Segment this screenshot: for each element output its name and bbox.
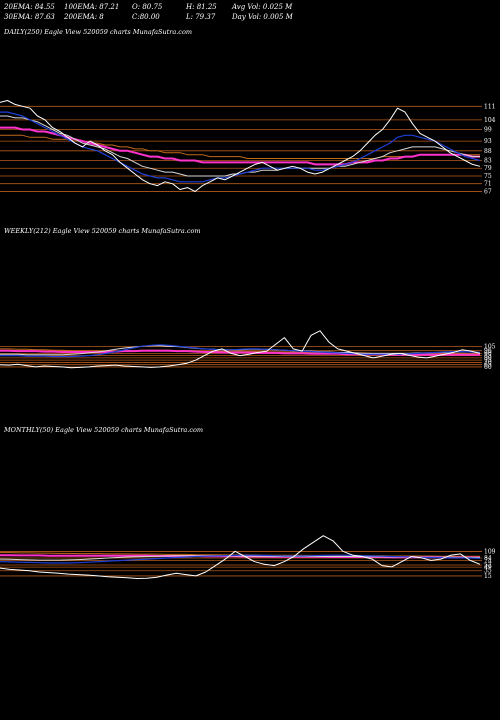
- daily-level-label: 93: [484, 138, 492, 145]
- monthly-level-label: 15: [484, 573, 492, 580]
- header-day-vol: Day Vol: 0.005 M: [232, 13, 293, 21]
- monthly-ema-short-line: [0, 554, 481, 564]
- weekly-level-label: 90: [484, 350, 492, 357]
- daily-level-label: 75: [484, 173, 492, 180]
- weekly-level-label: 60: [484, 364, 492, 371]
- weekly-level-label: 105: [484, 344, 496, 351]
- daily-ema-short-line: [0, 111, 481, 183]
- daily-level-label: 99: [484, 127, 492, 134]
- weekly-price-line: [0, 330, 481, 369]
- header-high: H: 81.25: [186, 3, 217, 11]
- header-close: C:80.00: [132, 13, 160, 21]
- monthly-level-label: 109: [484, 549, 496, 556]
- daily-level-label: 79: [484, 165, 492, 172]
- monthly-level-label: 84: [484, 555, 492, 562]
- monthly-level-label: 35: [484, 568, 492, 575]
- header-open: O: 80.75: [132, 3, 163, 11]
- weekly-level-label: 65: [484, 362, 492, 369]
- weekly-level-label: 96: [484, 348, 492, 355]
- monthly-price-line: [0, 535, 481, 579]
- daily-level-label: 111: [484, 103, 495, 110]
- monthly-panel-title: MONTHLY(50) Eagle View 520059 charts Mun…: [4, 426, 204, 434]
- weekly-level-label: 75: [484, 357, 492, 364]
- header-200ema: 200EMA: 8: [64, 13, 104, 21]
- weekly-level-label: 80: [484, 355, 492, 362]
- header-avg-vol: Avg Vol: 0.025 M: [232, 3, 293, 11]
- weekly-panel-title: WEEKLY(212) Eagle View 520059 charts Mun…: [4, 227, 201, 235]
- weekly-ema-short-line: [0, 344, 481, 358]
- monthly-level-label: 49: [484, 564, 492, 571]
- daily-ema-long-line: [0, 126, 480, 166]
- weekly-level-label: 85: [484, 353, 492, 360]
- weekly-level-label: 70: [484, 359, 492, 366]
- monthly-level-label: 57: [484, 562, 492, 569]
- daily-level-label: 104: [484, 117, 496, 124]
- daily-level-label: 83: [484, 157, 492, 164]
- daily-ema-mid-line: [0, 115, 480, 177]
- daily-level-label: 71: [484, 181, 492, 188]
- header-100ema: 100EMA: 87.21: [64, 3, 120, 11]
- header-30ema: 30EMA: 87.63: [4, 13, 55, 21]
- header-20ema: 20EMA: 84.55: [4, 3, 55, 11]
- daily-level-label: 88: [484, 148, 492, 155]
- daily-price-line: [0, 100, 481, 192]
- monthly-level-label: 74: [484, 558, 492, 565]
- daily-level-label: 67: [484, 188, 492, 195]
- header-low: L: 79.37: [186, 13, 216, 21]
- daily-panel-title: DAILY(250) Eagle View 520059 charts Muna…: [4, 28, 193, 36]
